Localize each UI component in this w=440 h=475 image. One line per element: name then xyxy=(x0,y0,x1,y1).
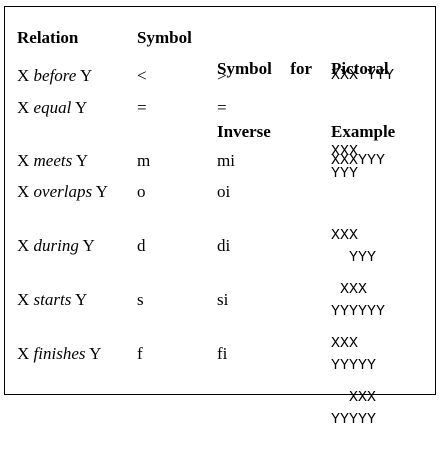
relation-finishes: X finishes Y xyxy=(17,344,102,363)
inverse-during: di xyxy=(217,236,231,255)
pictorial-starts: XXX YYYYY xyxy=(331,335,377,374)
relation-during: X during Y xyxy=(17,236,95,255)
header-inverse-word1: Symbol xyxy=(217,59,272,78)
symbol-starts: s xyxy=(137,290,144,309)
header-inverse-word2: for xyxy=(290,59,312,78)
relation-meets: X meets Y xyxy=(17,151,89,170)
header-pictorial-word2: Example xyxy=(331,122,396,141)
allen-relations-table: Relation Symbol Symbol for Inverse Picto… xyxy=(4,6,436,428)
relation-overlaps: X overlaps Y xyxy=(17,182,108,201)
symbol-before: < xyxy=(137,66,147,85)
relation-before: X before Y xyxy=(17,66,93,85)
header-relation: Relation xyxy=(17,28,79,47)
header-pictorial-word1: Pictoral xyxy=(331,59,389,78)
inverse-finishes: fi xyxy=(217,344,228,363)
header-inverse: Symbol for Inverse xyxy=(217,16,312,184)
header-pictorial: Pictoral Example xyxy=(331,16,395,184)
symbol-finishes: f xyxy=(137,344,143,363)
relation-equal: X equal Y xyxy=(17,98,88,117)
header-inverse-word3: Inverse xyxy=(217,122,271,141)
symbol-equal: = xyxy=(137,98,147,117)
inverse-meets: mi xyxy=(217,151,235,170)
inverse-starts: si xyxy=(217,290,229,309)
header-symbol: Symbol xyxy=(137,28,192,47)
inverse-equal: = xyxy=(217,98,227,117)
pictorial-equal: XXX YYY xyxy=(331,143,359,182)
symbol-meets: m xyxy=(137,151,151,170)
pictorial-finishes: XXX YYYYY xyxy=(331,389,377,428)
pictorial-meets: XXXYYY xyxy=(331,152,386,169)
relation-starts: X starts Y xyxy=(17,290,88,309)
pictorial-during: XXX YYYYYY xyxy=(331,281,386,320)
symbol-during: d xyxy=(137,236,146,255)
inverse-overlaps: oi xyxy=(217,182,231,201)
pictorial-before: XXX YYY xyxy=(331,67,395,84)
pictorial-overlaps: XXX YYY xyxy=(331,227,377,266)
symbol-overlaps: o xyxy=(137,182,146,201)
inverse-before: > xyxy=(217,66,227,85)
